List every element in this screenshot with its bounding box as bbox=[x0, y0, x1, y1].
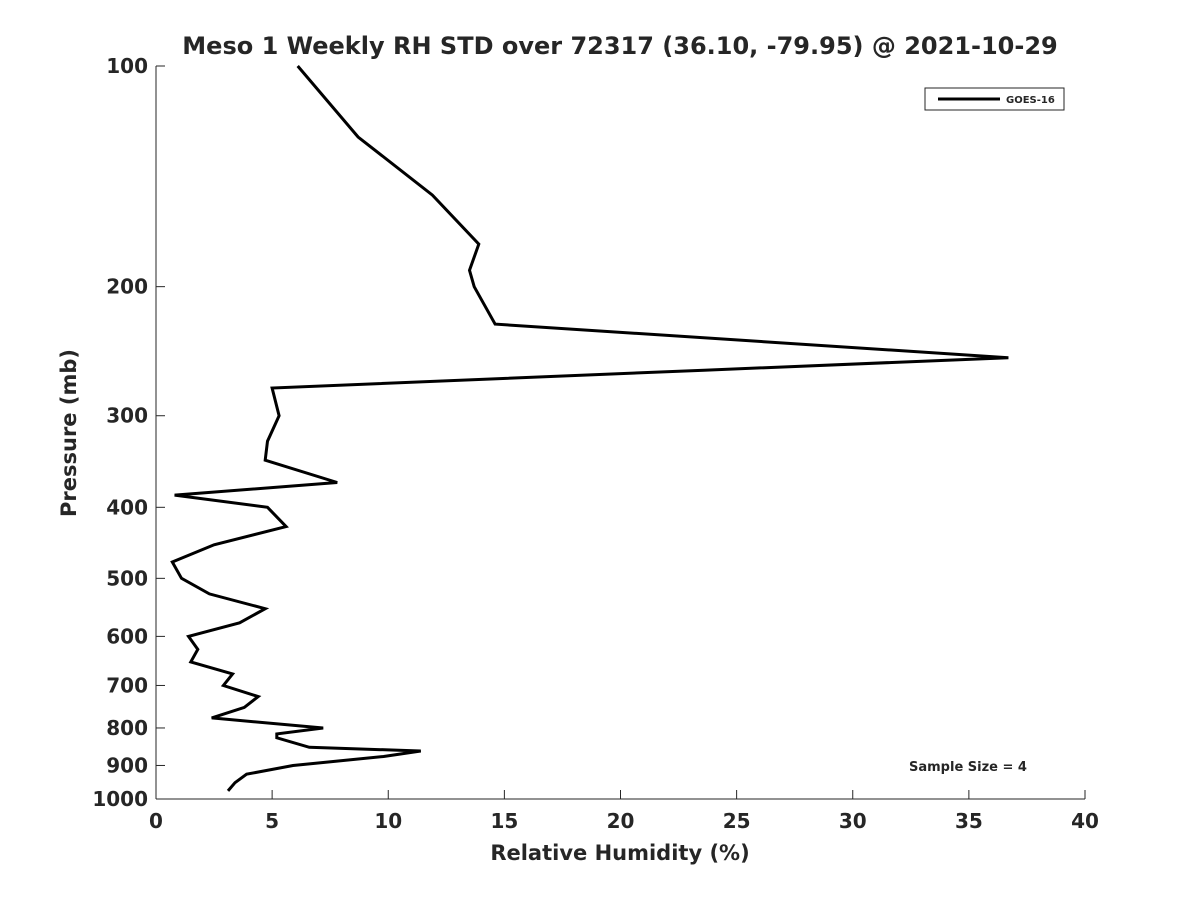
y-tick-label: 600 bbox=[106, 624, 148, 648]
chart-title: Meso 1 Weekly RH STD over 72317 (36.10, … bbox=[182, 32, 1057, 60]
y-tick-label: 200 bbox=[106, 275, 148, 299]
series-line-goes-16 bbox=[170, 65, 1009, 792]
y-tick-label: 700 bbox=[106, 673, 148, 697]
x-tick-label: 25 bbox=[723, 809, 751, 833]
y-axis-label: Pressure (mb) bbox=[57, 349, 81, 517]
y-tick-label: 500 bbox=[106, 566, 148, 590]
y-tick-label: 400 bbox=[106, 495, 148, 519]
y-tick-label: 100 bbox=[106, 54, 148, 78]
x-axis-label: Relative Humidity (%) bbox=[490, 841, 749, 865]
y-tick-label: 800 bbox=[106, 716, 148, 740]
x-tick-label: 15 bbox=[490, 809, 518, 833]
x-ticks: 0 5 10 15 20 25 30 35 40 bbox=[149, 790, 1099, 833]
x-tick-label: 30 bbox=[839, 809, 867, 833]
x-tick-label: 35 bbox=[955, 809, 983, 833]
y-tick-label: 900 bbox=[106, 753, 148, 777]
y-ticks: 100 200 300 400 500 600 700 800 900 1000 bbox=[92, 54, 165, 811]
legend-label-goes-16: GOES-16 bbox=[1006, 95, 1055, 106]
x-tick-label: 10 bbox=[374, 809, 402, 833]
y-tick-label: 1000 bbox=[92, 787, 148, 811]
x-tick-label: 20 bbox=[607, 809, 635, 833]
sample-size-annotation: Sample Size = 4 bbox=[909, 760, 1027, 775]
x-tick-label: 5 bbox=[265, 809, 279, 833]
x-tick-label: 0 bbox=[149, 809, 163, 833]
x-tick-label: 40 bbox=[1071, 809, 1099, 833]
y-tick-label: 300 bbox=[106, 404, 148, 428]
legend: GOES-16 bbox=[924, 87, 1065, 111]
